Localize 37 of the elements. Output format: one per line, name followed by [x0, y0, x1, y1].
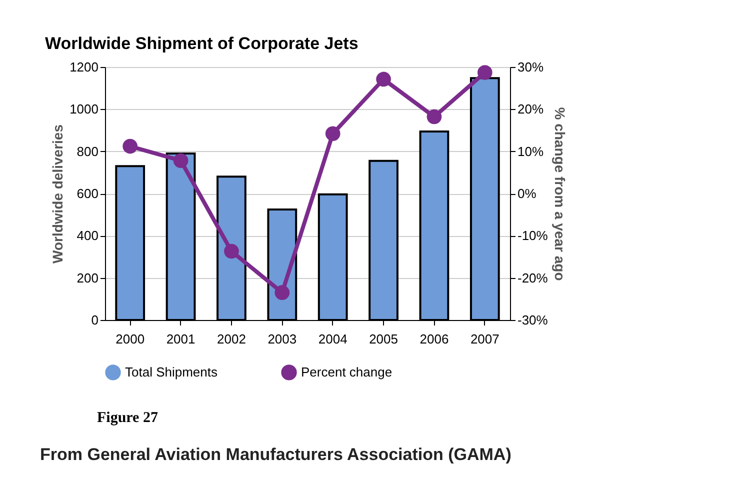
point: [274, 285, 290, 300]
point: [376, 72, 391, 87]
point: [173, 153, 188, 168]
x-tick-label: 2002: [217, 332, 246, 346]
y2-tick-label: -10%: [518, 228, 548, 244]
y2-tick-label: 20%: [518, 102, 544, 117]
text: From General Aviation Manufacturers Association (GAMA): [40, 445, 512, 465]
point: [122, 138, 138, 154]
legend-label: Percent change: [301, 364, 392, 380]
y2-tick-label: 30%: [518, 60, 544, 74]
y2-tick-label: -20%: [518, 270, 548, 286]
y2-tick-label: -30%: [518, 312, 548, 328]
y-tick-label: 600: [76, 186, 98, 201]
y-tick-label: 1200: [70, 60, 98, 74]
y-tick-label: 1000: [70, 102, 98, 117]
x-tick-label: 2007: [470, 332, 500, 346]
x-tick-label: 2001: [166, 332, 196, 346]
x-tick-label: 2003: [268, 332, 297, 346]
y-tick-label: 800: [76, 144, 98, 159]
x-tick-label: 2004: [318, 332, 348, 346]
y-tick-label: 400: [76, 228, 98, 244]
y2-tick-label: 10%: [518, 144, 544, 159]
y-axis-title: Worldwide deliveries: [50, 124, 66, 264]
point: [426, 109, 442, 124]
legend-label: Total Shipments: [125, 364, 218, 380]
chart-title: Worldwide Shipment of Corporate Jets: [45, 34, 358, 53]
point: [325, 126, 340, 142]
x-tick-label: 2006: [420, 332, 449, 346]
point: [477, 65, 492, 80]
y2-tick-label: 0%: [518, 186, 537, 201]
caption: Figure 27: [97, 410, 159, 427]
x-tick-label: 2005: [369, 332, 398, 346]
y2-axis-title: % change from a year ago: [552, 107, 568, 281]
point: [224, 244, 239, 259]
y-tick-label: 0: [91, 312, 98, 328]
x-tick-label: 2000: [116, 332, 145, 346]
y-tick-label: 200: [76, 270, 98, 286]
